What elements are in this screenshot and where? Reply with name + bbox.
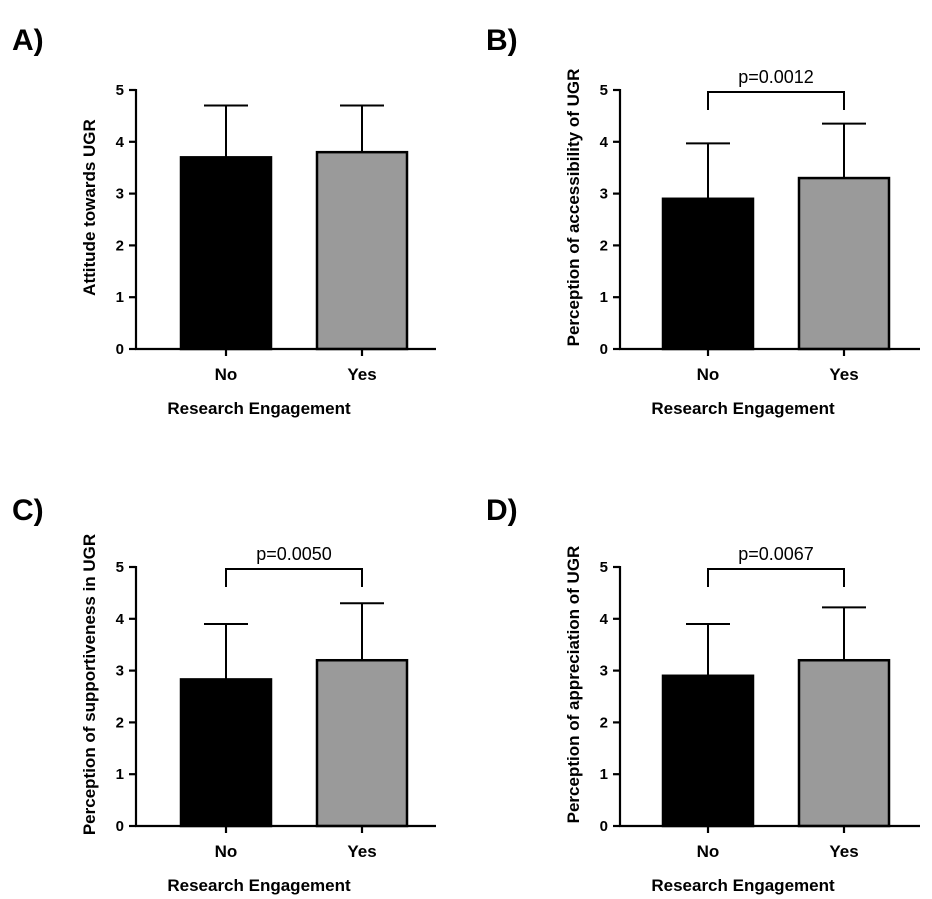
x-axis-title: Research Engagement: [651, 876, 835, 895]
y-tick-label: 0: [116, 818, 124, 835]
x-axis-title: Research Engagement: [167, 876, 351, 895]
y-tick-label: 4: [116, 611, 125, 628]
y-tick-label: 1: [116, 766, 124, 783]
bar-yes: [799, 660, 889, 826]
bar-yes: [317, 152, 407, 349]
y-tick-label: 1: [600, 289, 608, 306]
y-tick-label: 0: [600, 341, 608, 358]
y-axis-title: Perception of supportiveness in UGR: [80, 534, 99, 835]
bar-no: [181, 679, 271, 826]
x-axis-title: Research Engagement: [167, 399, 351, 418]
x-tick-label: No: [697, 365, 720, 384]
significance-bracket: [708, 569, 844, 587]
x-tick-label: No: [215, 365, 238, 384]
significance-label: p=0.0067: [738, 544, 814, 564]
y-tick-label: 1: [116, 289, 124, 306]
y-axis-title: Perception of accessibility of UGR: [564, 69, 583, 347]
y-tick-label: 2: [116, 714, 124, 731]
x-tick-label: No: [697, 842, 720, 861]
y-tick-label: 3: [116, 186, 124, 203]
significance-bracket: [708, 92, 844, 110]
significance-bracket: [226, 569, 362, 587]
y-tick-label: 2: [116, 237, 124, 254]
y-axis-title: Attitude towards UGR: [80, 119, 99, 296]
y-tick-label: 4: [116, 134, 125, 151]
y-tick-label: 3: [600, 663, 608, 680]
y-tick-label: 0: [600, 818, 608, 835]
y-tick-label: 1: [600, 766, 608, 783]
panel-label: C): [12, 494, 44, 527]
y-tick-label: 5: [600, 82, 608, 99]
significance-label: p=0.0050: [256, 544, 332, 564]
x-tick-label: Yes: [347, 365, 376, 384]
y-tick-label: 2: [600, 237, 608, 254]
x-tick-label: Yes: [347, 842, 376, 861]
x-tick-label: Yes: [829, 365, 858, 384]
bar-no: [181, 157, 271, 349]
y-tick-label: 4: [600, 134, 609, 151]
y-tick-label: 5: [116, 559, 124, 576]
y-tick-label: 0: [116, 341, 124, 358]
bar-yes: [799, 178, 889, 349]
y-tick-label: 3: [116, 663, 124, 680]
panel-label: A): [12, 24, 44, 57]
y-axis-title: Perception of appreciation of UGR: [564, 546, 583, 824]
panel-label: B): [486, 24, 518, 57]
x-axis-title: Research Engagement: [651, 399, 835, 418]
bar-yes: [317, 660, 407, 826]
y-tick-label: 5: [116, 82, 124, 99]
x-tick-label: No: [215, 842, 238, 861]
x-tick-label: Yes: [829, 842, 858, 861]
y-tick-label: 2: [600, 714, 608, 731]
y-tick-label: 3: [600, 186, 608, 203]
bar-no: [663, 676, 753, 826]
bar-no: [663, 199, 753, 349]
panel-label: D): [486, 494, 518, 527]
y-tick-label: 4: [600, 611, 609, 628]
y-tick-label: 5: [600, 559, 608, 576]
significance-label: p=0.0012: [738, 67, 814, 87]
